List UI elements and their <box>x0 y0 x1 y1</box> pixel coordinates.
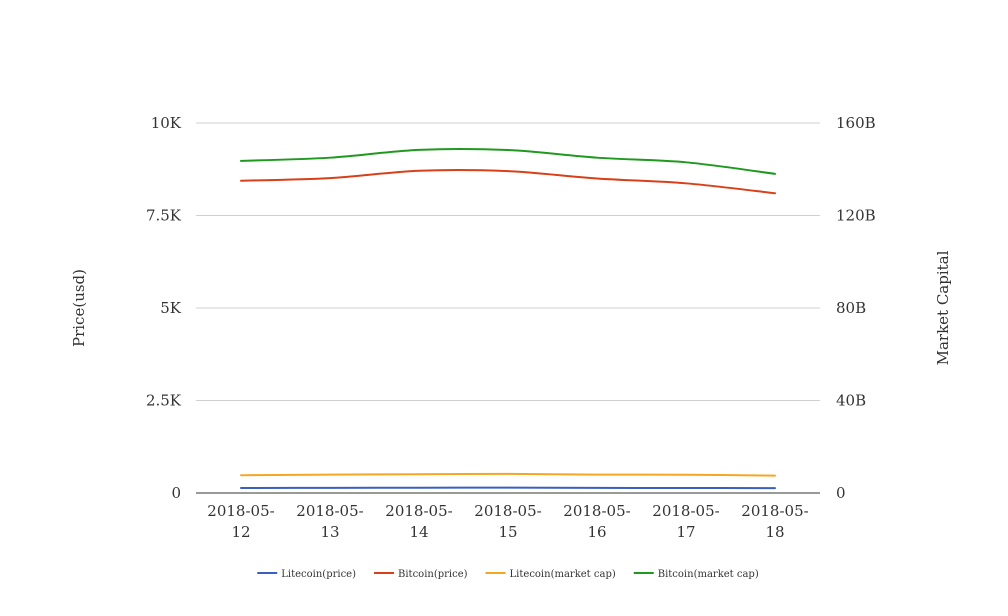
y-left-tick-label: 2.5K <box>146 392 182 410</box>
right-axis-ticks: 0 40B 80B 120B 160B <box>836 114 876 502</box>
series-line-bitcoin-market-cap <box>240 148 776 175</box>
legend-label: Bitcoin(market cap) <box>658 569 759 580</box>
legend-item[interactable]: Litecoin(market cap) <box>485 569 616 580</box>
legend-label: Litecoin(market cap) <box>510 569 616 580</box>
x-axis-ticks: 2018-05-12 2018-05-13 2018-05-14 2018-05-15… <box>207 502 808 541</box>
y-right-tick-label: 120B <box>836 207 876 225</box>
x-tick-label: 2018-05-15 <box>474 502 541 541</box>
y-right-tick-label: 0 <box>836 484 846 502</box>
gridlines <box>196 122 820 494</box>
series-line-bitcoin-price <box>240 169 776 195</box>
y-right-tick-label: 160B <box>836 114 876 132</box>
x-tick-label: 2018-05-14 <box>385 502 452 541</box>
series-line-litecoin-market-cap <box>240 472 776 477</box>
y-axis-left-title: Price(usd) <box>70 269 88 347</box>
legend-item[interactable]: Bitcoin(market cap) <box>633 569 759 580</box>
x-tick-label: 2018-05-13 <box>296 502 363 541</box>
x-tick-label: 2018-05-17 <box>652 502 719 541</box>
legend: Litecoin(price) Bitcoin(price) Litecoin(ma… <box>257 569 759 580</box>
y-left-tick-label: 5K <box>160 299 182 317</box>
x-tick-label: 2018-05-18 <box>741 502 808 541</box>
series-lines <box>240 148 776 490</box>
legend-item[interactable]: Bitcoin(price) <box>374 569 468 580</box>
y-left-tick-label: 0 <box>171 484 181 502</box>
legend-label: Litecoin(price) <box>281 569 356 580</box>
x-tick-label: 2018-05-12 <box>207 502 274 541</box>
x-tick-label: 2018-05-16 <box>563 502 630 541</box>
y-axis-right-title: Market Capital <box>934 250 952 365</box>
y-left-tick-label: 7.5K <box>146 207 182 225</box>
left-axis-ticks: 0 2.5K 5K 7.5K 10K <box>146 114 182 502</box>
legend-item[interactable]: Litecoin(price) <box>257 569 356 580</box>
y-right-tick-label: 40B <box>836 392 866 410</box>
y-left-tick-label: 10K <box>151 114 182 132</box>
legend-label: Bitcoin(price) <box>398 569 468 580</box>
y-right-tick-label: 80B <box>836 299 866 317</box>
